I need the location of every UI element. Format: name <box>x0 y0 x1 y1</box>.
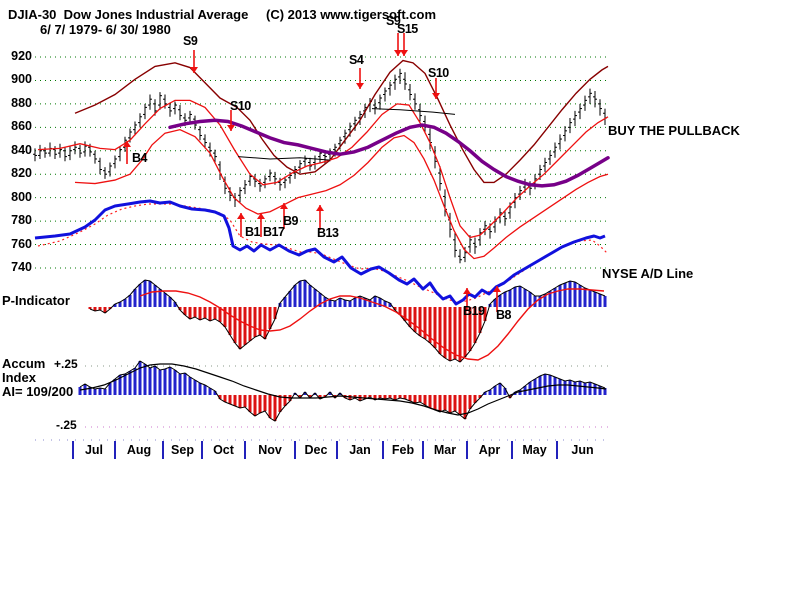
price-axis-tick-label: 920 <box>11 49 32 63</box>
buy-pullback-annotation: BUY THE PULLBACK <box>608 123 740 138</box>
signal-label-s4: S4 <box>349 53 364 67</box>
month-label-sep: Sep <box>171 443 194 457</box>
month-label-apr: Apr <box>478 443 501 457</box>
month-label-mar: Mar <box>433 443 457 457</box>
month-label-feb: Feb <box>391 443 415 457</box>
signal-label-b4: B4 <box>132 151 147 165</box>
signal-label-b19: B19 <box>463 304 485 318</box>
signal-label-s9: S9 <box>386 14 401 28</box>
signal-label-b1: B1 <box>245 225 260 239</box>
signal-label-s10: S10 <box>428 66 449 80</box>
month-label-oct: Oct <box>213 443 234 457</box>
month-label-may: May <box>522 443 547 457</box>
price-axis-tick-label: 800 <box>11 189 32 204</box>
signal-label-s9: S9 <box>183 34 198 48</box>
signal-label-b8: B8 <box>496 308 511 322</box>
month-label-jul: Jul <box>84 443 104 457</box>
month-label-dec: Dec <box>304 443 328 457</box>
price-axis-tick-label: 840 <box>11 142 32 157</box>
month-label-aug: Aug <box>126 443 152 457</box>
month-label-jun: Jun <box>571 443 594 457</box>
price-axis-tick-label: 760 <box>11 236 32 251</box>
price-axis-tick-label: 880 <box>11 95 32 110</box>
chart-date-range: 6/ 7/ 1979- 6/ 30/ 1980 <box>40 22 171 37</box>
signal-label-b17: B17 <box>263 225 285 239</box>
minus-25-label: -.25 <box>56 418 77 432</box>
accum-label: Accum <box>2 356 46 371</box>
price-axis-tick-label: 740 <box>11 259 32 274</box>
chart-title: DJIA-30 Dow Jones Industrial Average <box>8 7 249 22</box>
index-label: Index <box>2 370 36 385</box>
copyright-text: (C) 2013 www.tigersoft.com <box>266 7 436 22</box>
month-label-nov: Nov <box>258 443 282 457</box>
price-axis-tick-label: 780 <box>11 213 32 228</box>
plus-25-label: +.25 <box>54 357 78 371</box>
signal-label-b9: B9 <box>283 214 298 228</box>
p-indicator-label: P-Indicator <box>2 293 70 308</box>
signal-label-s15: S15 <box>397 22 418 36</box>
month-label-jan: Jan <box>349 443 371 457</box>
price-axis-tick-label: 860 <box>11 119 32 134</box>
signal-label-s10: S10 <box>230 99 251 113</box>
signal-label-b13: B13 <box>317 226 339 240</box>
price-axis-tick-label: 820 <box>11 166 32 181</box>
ad-line-label: NYSE A/D Line <box>602 266 694 281</box>
ai-ratio-label: AI= 109/200 <box>2 384 74 399</box>
price-axis-tick-label: 900 <box>11 72 32 87</box>
